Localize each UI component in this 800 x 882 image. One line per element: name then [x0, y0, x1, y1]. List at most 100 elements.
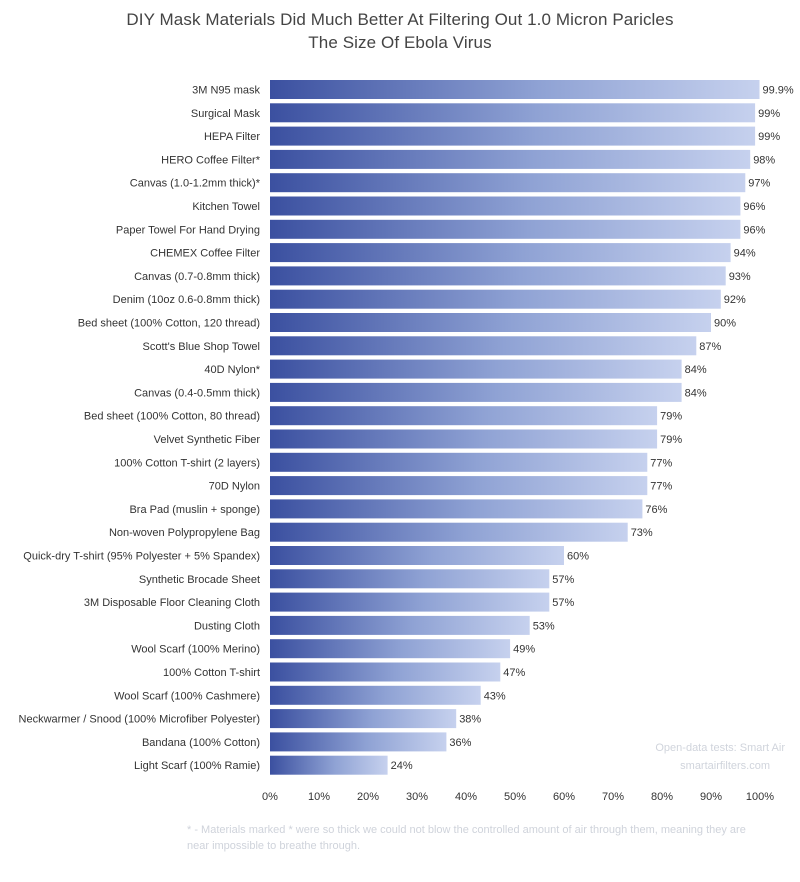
- value-label: 43%: [484, 690, 506, 702]
- value-label: 76%: [645, 504, 667, 516]
- value-label: 98%: [753, 154, 775, 166]
- category-label: 100% Cotton T-shirt (2 layers): [114, 457, 260, 469]
- value-label: 36%: [449, 737, 471, 749]
- value-label: 24%: [391, 760, 413, 772]
- bar: [270, 639, 511, 659]
- x-tick-label: 50%: [504, 791, 526, 803]
- bar: [270, 755, 388, 775]
- value-label: 38%: [459, 714, 481, 726]
- bar: [270, 569, 550, 589]
- category-label: Paper Towel For Hand Drying: [116, 224, 260, 236]
- bar: [270, 732, 447, 752]
- category-label: Velvet Synthetic Fiber: [154, 434, 261, 446]
- credit-website: smartairfilters.com: [680, 760, 770, 772]
- bar: [270, 126, 756, 146]
- category-label: Bandana (100% Cotton): [142, 737, 260, 749]
- bar: [270, 243, 731, 263]
- category-label: Canvas (0.4-0.5mm thick): [134, 387, 260, 399]
- bar: [270, 313, 711, 332]
- category-label: Scott's Blue Shop Towel: [143, 341, 260, 353]
- value-label: 84%: [685, 364, 707, 376]
- x-tick-label: 100%: [746, 791, 774, 803]
- value-label: 87%: [699, 341, 721, 353]
- value-label: 79%: [660, 411, 682, 423]
- bar: [270, 709, 457, 729]
- bar: [270, 289, 721, 309]
- x-tick-label: 80%: [651, 791, 673, 803]
- bars-group: [270, 80, 760, 775]
- bar: [270, 592, 550, 612]
- credit-source: Open-data tests: Smart Air: [655, 742, 785, 754]
- chart-title: DIY Mask Materials Did Much Better At Fi…: [126, 10, 674, 29]
- value-label: 60%: [567, 551, 589, 563]
- value-label: 96%: [743, 224, 765, 236]
- bar: [270, 359, 682, 379]
- category-label: HERO Coffee Filter*: [161, 154, 261, 166]
- bar: [270, 522, 628, 542]
- bar: [270, 103, 756, 123]
- category-label: Bed sheet (100% Cotton, 120 thread): [78, 318, 260, 330]
- bar: [270, 546, 564, 565]
- value-label: 77%: [650, 457, 672, 469]
- value-label: 53%: [533, 620, 555, 632]
- x-tick-label: 20%: [357, 791, 379, 803]
- x-axis-ticks: 0% 10% 20% 30% 40% 50% 60% 70% 80% 90% 100%: [262, 791, 774, 803]
- bar: [270, 219, 741, 239]
- category-label: Quick-dry T-shirt (95% Polyester + 5% Sp…: [23, 551, 260, 563]
- category-label: Bed sheet (100% Cotton, 80 thread): [84, 411, 260, 423]
- category-label: Canvas (0.7-0.8mm thick): [134, 271, 260, 283]
- category-labels: 3M N95 mask Surgical Mask HEPA Filter HERO …: [19, 85, 261, 773]
- bar: [270, 476, 648, 496]
- value-label: 47%: [503, 667, 525, 679]
- footnote: * - Materials marked * were so thick we …: [187, 822, 787, 854]
- x-tick-label: 30%: [406, 791, 428, 803]
- category-label: Surgical Mask: [191, 108, 261, 120]
- value-label: 77%: [650, 481, 672, 493]
- bar: [270, 149, 751, 169]
- category-label: Kitchen Towel: [192, 201, 260, 213]
- chart-subtitle: The Size Of Ebola Virus: [308, 33, 492, 52]
- value-label: 49%: [513, 644, 535, 656]
- x-tick-label: 60%: [553, 791, 575, 803]
- footnote-line-1: * - Materials marked * were so thick we …: [187, 824, 746, 836]
- value-labels: 99.9% 99% 99% 98% 97% 96% 96% 94% 93% 92% 90% 87% 84…: [391, 85, 794, 773]
- category-label: 100% Cotton T-shirt: [163, 667, 260, 679]
- value-label: 73%: [631, 527, 653, 539]
- bar: [270, 662, 501, 682]
- value-label: 94%: [734, 248, 756, 260]
- bar: [270, 406, 658, 426]
- bar: [270, 615, 530, 635]
- value-label: 97%: [748, 178, 770, 190]
- value-label: 99.9%: [763, 85, 794, 97]
- x-tick-label: 40%: [455, 791, 477, 803]
- bar: [270, 80, 760, 99]
- category-label: Denim (10oz 0.6-0.8mm thick): [113, 294, 260, 306]
- category-label: 3M N95 mask: [192, 85, 260, 97]
- bar: [270, 266, 726, 286]
- bar: [270, 452, 648, 472]
- category-label: Dusting Cloth: [194, 620, 260, 632]
- category-label: CHEMEX Coffee Filter: [150, 248, 260, 260]
- x-tick-label: 90%: [700, 791, 722, 803]
- bar: [270, 499, 643, 519]
- bar: [270, 685, 481, 705]
- category-label: Neckwarmer / Snood (100% Microfiber Poly…: [19, 714, 260, 726]
- category-label: Synthetic Brocade Sheet: [139, 574, 260, 586]
- value-label: 92%: [724, 294, 746, 306]
- category-label: 40D Nylon*: [204, 364, 260, 376]
- category-label: 3M Disposable Floor Cleaning Cloth: [84, 597, 260, 609]
- bar: [270, 382, 682, 402]
- category-label: 70D Nylon: [209, 481, 260, 493]
- bar: [270, 196, 741, 216]
- category-label: Bra Pad (muslin + sponge): [129, 504, 260, 516]
- value-label: 96%: [743, 201, 765, 213]
- value-label: 57%: [552, 574, 574, 586]
- value-label: 79%: [660, 434, 682, 446]
- value-label: 57%: [552, 597, 574, 609]
- category-label: Light Scarf (100% Ramie): [134, 760, 260, 772]
- category-label: Wool Scarf (100% Cashmere): [114, 690, 260, 702]
- footnote-line-2: near impossible to breathe through.: [187, 840, 361, 852]
- x-tick-label: 0%: [262, 791, 278, 803]
- value-label: 93%: [729, 271, 751, 283]
